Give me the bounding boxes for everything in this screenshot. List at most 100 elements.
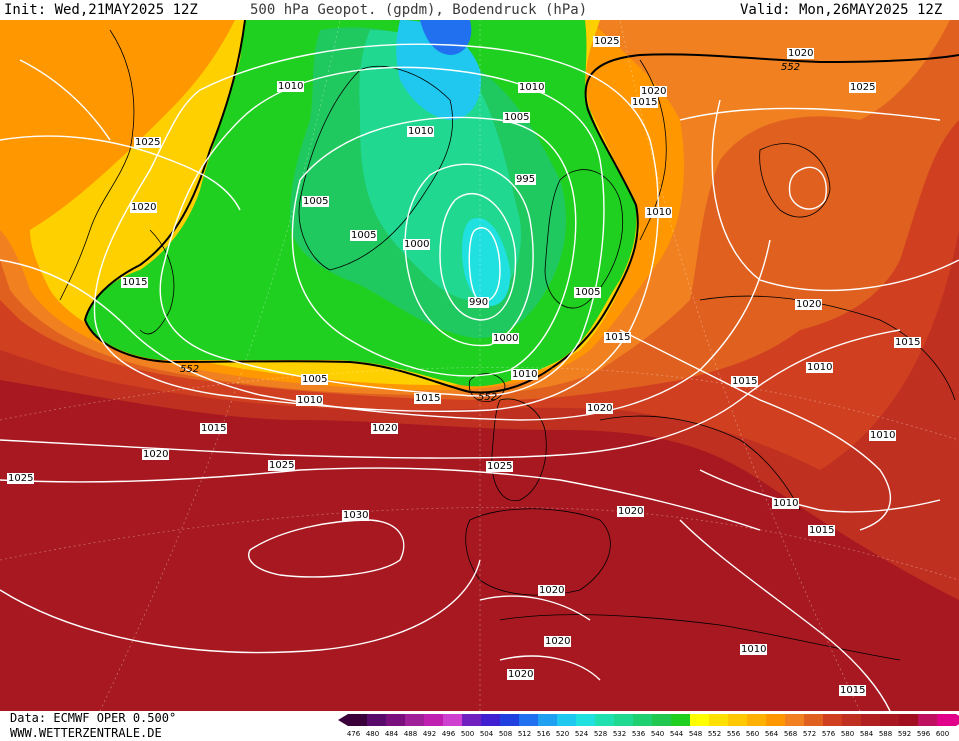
isobar-label: 1005 — [574, 287, 602, 298]
colorbar-tick-label: 556 — [726, 730, 741, 738]
colorbar-swatch — [424, 714, 443, 726]
colorbar-swatch — [652, 714, 671, 726]
isobar-label: 1005 — [301, 374, 329, 385]
colorbar-swatch — [519, 714, 538, 726]
isobar-label: 1025 — [593, 36, 621, 47]
valid-time-label: Valid: Mon,26MAY2025 12Z — [740, 2, 943, 18]
colorbar-tick-label: 480 — [365, 730, 380, 738]
colorbar-tick-label: 516 — [536, 730, 551, 738]
colorbar-tick-label: 536 — [631, 730, 646, 738]
colorbar-tick-label: 552 — [707, 730, 722, 738]
coastlines — [59, 29, 956, 661]
colorbar-left-arrow-icon — [338, 714, 348, 726]
isobar-label: 1015 — [200, 423, 228, 434]
colorbar-tick-label: 488 — [403, 730, 418, 738]
graticule — [0, 20, 959, 711]
colorbar-swatches — [348, 714, 956, 726]
colorbar-tick-label: 500 — [460, 730, 475, 738]
colorbar-swatch — [690, 714, 709, 726]
isobar-label: 1000 — [492, 333, 520, 344]
colorbar-swatch — [747, 714, 766, 726]
isobar-label: 1020 — [544, 636, 572, 647]
isobar-label: 1015 — [839, 685, 867, 696]
colorbar-tick-label: 508 — [498, 730, 513, 738]
isobar-label: 1005 — [503, 112, 531, 123]
colorbar-swatch — [614, 714, 633, 726]
colorbar-tick-label: 588 — [878, 730, 893, 738]
colorbar-tick-label: 528 — [593, 730, 608, 738]
website-label: WWW.WETTERZENTRALE.DE — [10, 726, 162, 740]
colorbar-swatch — [937, 714, 956, 726]
colorbar-swatch — [557, 714, 576, 726]
isobar-label: 1020 — [507, 669, 535, 680]
isobar-label: 1010 — [869, 430, 897, 441]
colorbar-swatch — [899, 714, 918, 726]
colorbar-swatch — [633, 714, 652, 726]
isobar-label: 1015 — [121, 277, 149, 288]
footer: Data: ECMWF OPER 0.500° WWW.WETTERZENTRA… — [0, 711, 959, 741]
colorbar-swatch — [348, 714, 367, 726]
map-title: 500 hPa Geopot. (gpdm), Bodendruck (hPa) — [250, 2, 588, 18]
isobar-label: 1010 — [407, 126, 435, 137]
colorbar-tick-label: 580 — [840, 730, 855, 738]
colorbar-swatch — [443, 714, 462, 726]
isobar-label: 1010 — [511, 369, 539, 380]
isobar-label: 1010 — [740, 644, 768, 655]
colorbar-swatch — [728, 714, 747, 726]
isobar-label: 995 — [515, 174, 537, 185]
isobar-label: 1020 — [795, 299, 823, 310]
isobar-label: 1030 — [342, 510, 370, 521]
isobar-label: 1020 — [617, 506, 645, 517]
colorbar-tick-label: 484 — [384, 730, 399, 738]
field-512 — [420, 20, 472, 55]
colorbar-tick-label: 540 — [650, 730, 665, 738]
colorbar-tick-label: 592 — [897, 730, 912, 738]
isobar-label: 990 — [468, 297, 490, 308]
colorbar-tick-label: 568 — [783, 730, 798, 738]
colorbar-tick-label: 576 — [821, 730, 836, 738]
init-time-label: Init: Wed,21MAY2025 12Z — [4, 2, 198, 18]
colorbar-swatch — [481, 714, 500, 726]
colorbar-tick-label: 548 — [688, 730, 703, 738]
isobar-label: 1010 — [296, 395, 324, 406]
isobar-label: 1005 — [302, 196, 330, 207]
color-legend — [338, 713, 959, 727]
colorbar-tick-label: 544 — [669, 730, 684, 738]
isobar-label: 1010 — [806, 362, 834, 373]
colorbar-swatch — [671, 714, 690, 726]
colorbar-tick-label: 584 — [859, 730, 874, 738]
isobar-label: 1020 — [640, 86, 668, 97]
data-source-label: Data: ECMWF OPER 0.500° — [10, 711, 177, 725]
isobar-label: 1010 — [277, 81, 305, 92]
isobar-label: 1025 — [486, 461, 514, 472]
colorbar-tick-label: 520 — [555, 730, 570, 738]
colorbar-tick-label: 496 — [441, 730, 456, 738]
colorbar-swatch — [766, 714, 785, 726]
weather-map: 1010 1025 1020 1015 1010 1005 1005 1000 … — [0, 20, 959, 711]
isobar-label: 1025 — [134, 137, 162, 148]
isobar-label: 1015 — [631, 97, 659, 108]
isobar-label: 1010 — [772, 498, 800, 509]
isobar-label: 1015 — [731, 376, 759, 387]
isobar-label: 1020 — [371, 423, 399, 434]
colorbar-tick-label: 492 — [422, 730, 437, 738]
geopot-552-label: 552 — [180, 364, 200, 375]
colorbar-tick-label: 560 — [745, 730, 760, 738]
colorbar-swatch — [861, 714, 880, 726]
colorbar-tick-label: 504 — [479, 730, 494, 738]
isobar-label: 1015 — [808, 525, 836, 536]
isobar-label: 1005 — [350, 230, 378, 241]
isobar-label: 1015 — [604, 332, 632, 343]
colorbar-tick-label: 600 — [935, 730, 950, 738]
isobar-label: 1000 — [403, 239, 431, 250]
isobar-label: 1020 — [538, 585, 566, 596]
colorbar-swatch — [462, 714, 481, 726]
isobar-label: 1010 — [645, 207, 673, 218]
colorbar-tick-label: 564 — [764, 730, 779, 738]
colorbar-tick-label: 476 — [346, 730, 361, 738]
colorbar-tick-label: 596 — [916, 730, 931, 738]
colorbar-swatch — [785, 714, 804, 726]
colorbar-swatch — [367, 714, 386, 726]
colorbar-swatch — [918, 714, 937, 726]
isobar-label: 1020 — [142, 449, 170, 460]
